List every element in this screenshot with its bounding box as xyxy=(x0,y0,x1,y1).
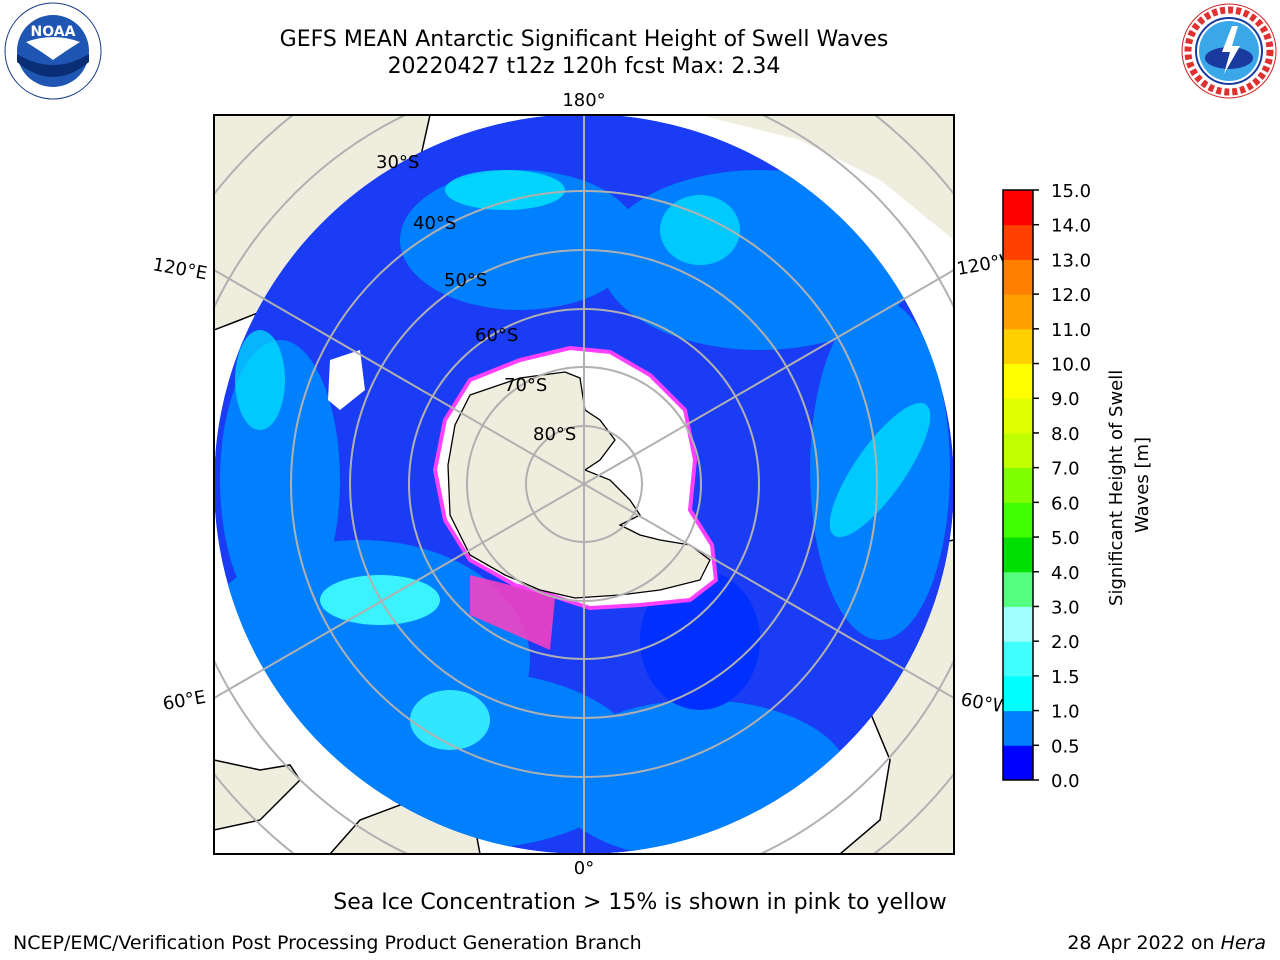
colorbar-tick-label: 0.0 xyxy=(1051,771,1080,792)
antarctica xyxy=(447,371,711,599)
colorbar-label-line1: Significant Height of Swell xyxy=(1106,370,1127,606)
colorbar: 0.0 0.5 1.0 1.5 2.0 3.0 4.0 5.0 6.0 7.0 8.0 9.0 10.0… xyxy=(1002,181,1091,792)
colorbar-tick-label: 10.0 xyxy=(1051,355,1091,376)
colorbar-swatch xyxy=(1003,190,1033,226)
colorbar-tick-label: 8.0 xyxy=(1051,424,1080,445)
lon-label-180: 180° xyxy=(562,90,605,111)
colorbar-swatch xyxy=(1003,294,1033,330)
colorbar-tick-label: 5.0 xyxy=(1051,528,1080,549)
colorbar-tick-label: 1.0 xyxy=(1051,702,1080,723)
colorbar-swatch xyxy=(1003,675,1033,712)
lon-label-0: 0° xyxy=(574,858,594,879)
colorbar-swatch xyxy=(1003,328,1033,365)
colorbar-tick-label: 7.0 xyxy=(1051,459,1080,480)
footer-host: Hera xyxy=(1220,932,1266,954)
colorbar-label-line2: Waves [m] xyxy=(1132,437,1153,533)
graticule xyxy=(214,115,954,854)
colorbar-frame xyxy=(1002,189,1034,781)
colorbar-tick-label: 2.0 xyxy=(1051,632,1080,653)
footer-date-prefix: 28 Apr 2022 on xyxy=(1067,932,1221,954)
colorbar-swatch xyxy=(1003,641,1033,677)
lat-label-70: 70°S xyxy=(504,375,547,396)
colorbar-tick-label: 0.5 xyxy=(1051,736,1080,757)
colorbar-tick-label: 13.0 xyxy=(1051,250,1091,271)
colorbar-swatch xyxy=(1003,502,1033,538)
colorbar-swatch xyxy=(1003,224,1033,260)
colorbar-tick-label: 3.0 xyxy=(1051,597,1080,618)
footer-date: 28 Apr 2022 on Hera xyxy=(1067,932,1266,954)
lat-label-40: 40°S xyxy=(413,213,456,234)
colorbar-tick-label: 12.0 xyxy=(1051,285,1091,306)
lat-label-30: 30°S xyxy=(376,152,419,173)
map-frame xyxy=(213,114,955,855)
lat-label-60: 60°S xyxy=(475,325,518,346)
colorbar-swatch xyxy=(1003,606,1033,642)
colorbar-label: Significant Height of Swell Waves [m] xyxy=(1106,364,1153,606)
sea-ice-note: Sea Ice Concentration > 15% is shown in … xyxy=(333,890,947,915)
colorbar-swatch xyxy=(1003,537,1033,573)
colorbar-swatch xyxy=(1003,363,1033,399)
colorbar-swatch xyxy=(1003,467,1033,503)
map-subtitle: 20220427 t12z 120h fcst Max: 2.34 xyxy=(387,54,781,79)
map-area: 30°S 40°S 50°S 60°S 70°S 80°S xyxy=(214,115,954,854)
nws-logo xyxy=(1180,2,1278,100)
colorbar-swatch xyxy=(1003,259,1033,295)
colorbar-tick-label: 11.0 xyxy=(1051,320,1091,341)
colorbar-swatch xyxy=(1003,745,1033,781)
colorbar-tick-label: 9.0 xyxy=(1051,389,1080,410)
colorbar-swatch xyxy=(1003,432,1033,469)
colorbar-swatch xyxy=(1003,571,1033,607)
colorbar-tick-label: 15.0 xyxy=(1051,181,1091,202)
lon-label-120e: 120°E xyxy=(151,254,209,284)
colorbar-swatch xyxy=(1003,398,1033,434)
lat-label-80: 80°S xyxy=(533,424,576,445)
colorbar-tick-label: 14.0 xyxy=(1051,216,1091,237)
noaa-logo: NOAA xyxy=(4,2,102,100)
colorbar-tick-label: 1.5 xyxy=(1051,667,1080,688)
colorbar-swatch xyxy=(1003,710,1033,746)
map-title: GEFS MEAN Antarctic Significant Height o… xyxy=(279,27,889,52)
footer-credit: NCEP/EMC/Verification Post Processing Pr… xyxy=(13,932,642,954)
colorbar-tick-label: 6.0 xyxy=(1051,493,1080,514)
noaa-logo-text: NOAA xyxy=(31,24,76,40)
colorbar-tick-label: 4.0 xyxy=(1051,563,1080,584)
lat-label-50: 50°S xyxy=(444,270,487,291)
map-figure: 30°S 40°S 50°S 60°S 70°S 80°S 180° 0° 12… xyxy=(151,90,1153,879)
lon-label-60e: 60°E xyxy=(161,687,207,715)
